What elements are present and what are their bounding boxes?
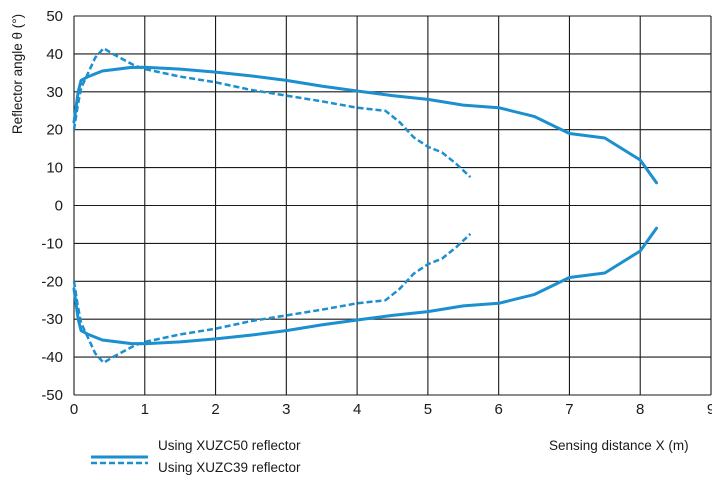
legend-label-xuzc50: Using XUZC50 reflector — [158, 438, 301, 453]
x-tick-label: 0 — [70, 401, 78, 418]
series-line-xuzc39-upper — [72, 46, 472, 179]
tick-labels: 0 1 2 3 4 5 6 7 8 9 -50 -40 -30 -20 -10 0 10 20 30 40 50 — [41, 8, 712, 418]
y-tick-label: 30 — [46, 84, 63, 101]
x-tick-label: 8 — [636, 401, 644, 418]
y-tick-label: -10 — [41, 235, 63, 252]
y-tick-label: -20 — [41, 273, 63, 290]
y-tick-label: 10 — [46, 160, 63, 177]
y-tick-label: 40 — [46, 46, 63, 63]
legend: Using XUZC50 reflector Using XUZC39 refl… — [91, 438, 301, 475]
x-tick-label: 4 — [353, 401, 361, 418]
x-tick-label: 3 — [282, 401, 290, 418]
y-tick-label: -50 — [41, 387, 63, 404]
y-tick-label: 20 — [46, 122, 63, 139]
x-axis-label: Sensing distance X (m) — [549, 438, 689, 453]
series-layer — [72, 46, 658, 365]
series-line-xuzc50-upper — [72, 65, 658, 185]
x-tick-label: 5 — [424, 401, 432, 418]
legend-label-xuzc39: Using XUZC39 reflector — [158, 460, 301, 475]
y-tick-label: 0 — [55, 198, 63, 215]
x-tick-label: 6 — [494, 401, 502, 418]
y-tick-label: -30 — [41, 311, 63, 328]
y-tick-label: 50 — [46, 8, 63, 25]
x-tick-label: 2 — [211, 401, 219, 418]
series-line-xuzc39-lower — [72, 232, 472, 365]
x-tick-label: 9 — [707, 401, 712, 418]
grid-lines — [73, 15, 712, 396]
y-tick-label: -40 — [41, 349, 63, 366]
y-axis-label: Reflector angle θ (°) — [10, 14, 25, 134]
series-line-xuzc50-lower — [72, 226, 658, 346]
x-tick-label: 1 — [141, 401, 149, 418]
x-tick-label: 7 — [565, 401, 573, 418]
